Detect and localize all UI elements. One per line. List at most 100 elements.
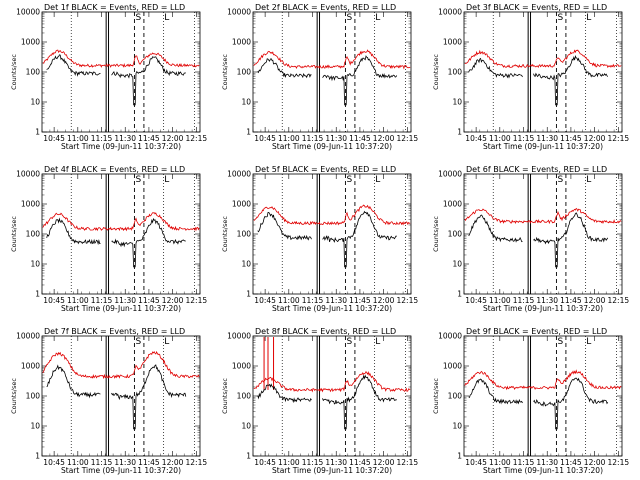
x-axis-label: Start Time (09-Jun-11 10:37:20) bbox=[61, 142, 181, 151]
y-tick-label: 100 bbox=[237, 68, 252, 77]
panel-title: Det 4f BLACK = Events, RED = LLD bbox=[44, 165, 185, 174]
x-axis-label: Start Time (09-Jun-11 10:37:20) bbox=[61, 466, 181, 475]
x-tick-label: 12:15 bbox=[608, 134, 630, 143]
x-tick-label: 11:45 bbox=[138, 458, 160, 467]
x-tick-label: 11:15 bbox=[91, 458, 113, 467]
x-tick-label: 11:45 bbox=[349, 296, 371, 305]
y-tick-label: 1000 bbox=[232, 200, 251, 209]
lld-series-line bbox=[42, 350, 200, 380]
panel-1: Det 1f BLACK = Events, RED = LLD 1 10 100 10… bbox=[10, 3, 207, 151]
marker-label: L bbox=[164, 175, 169, 185]
x-tick-label: 12:15 bbox=[608, 458, 630, 467]
x-axis-label: Start Time (09-Jun-11 10:37:20) bbox=[483, 142, 603, 151]
x-tick-label: 12:00 bbox=[373, 458, 395, 467]
y-tick-label: 1000 bbox=[21, 362, 40, 371]
y-axis-label: Counts/sec bbox=[432, 54, 440, 90]
y-tick-label: 100 bbox=[26, 68, 41, 77]
marker-label: L bbox=[586, 175, 591, 185]
x-tick-label: 11:00 bbox=[67, 134, 89, 143]
x-tick-label: 11:45 bbox=[349, 458, 371, 467]
y-tick-label: 10 bbox=[241, 422, 251, 431]
y-axis-label: Counts/sec bbox=[221, 216, 229, 252]
x-tick-label: 11:30 bbox=[325, 134, 347, 143]
plot-frame bbox=[463, 173, 623, 295]
y-tick-label: 10 bbox=[30, 98, 40, 107]
x-tick-label: 11:30 bbox=[325, 296, 347, 305]
panel-title: Det 9f BLACK = Events, RED = LLD bbox=[466, 327, 607, 336]
y-tick-label: 10000 bbox=[227, 332, 251, 341]
panel-8: Det 8f BLACK = Events, RED = LLD 1 10 100 10… bbox=[221, 327, 418, 475]
y-tick-label: 1000 bbox=[443, 200, 462, 209]
y-tick-label: 10000 bbox=[438, 170, 462, 179]
marker-label: S bbox=[136, 13, 142, 23]
x-tick-label: 10:45 bbox=[43, 458, 65, 467]
events-series-line bbox=[533, 212, 609, 268]
events-series-line bbox=[46, 54, 101, 77]
y-tick-label: 10000 bbox=[438, 8, 462, 17]
y-axis-label: Counts/sec bbox=[10, 378, 18, 414]
y-axis-label: Counts/sec bbox=[221, 378, 229, 414]
x-tick-label: 11:45 bbox=[138, 134, 160, 143]
lld-series-line bbox=[42, 49, 200, 68]
y-tick-label: 100 bbox=[448, 68, 463, 77]
y-tick-label: 1000 bbox=[232, 38, 251, 47]
marker-label: S bbox=[347, 13, 353, 23]
x-tick-label: 11:15 bbox=[302, 134, 324, 143]
events-series-line bbox=[46, 217, 101, 246]
x-tick-label: 12:15 bbox=[186, 134, 208, 143]
y-tick-label: 1 bbox=[457, 290, 462, 299]
events-series-line bbox=[257, 211, 312, 241]
x-tick-label: 10:45 bbox=[254, 458, 276, 467]
marker-label: S bbox=[347, 337, 353, 347]
panel-title: Det 1f BLACK = Events, RED = LLD bbox=[44, 3, 185, 12]
x-tick-label: 10:45 bbox=[254, 134, 276, 143]
x-tick-label: 11:30 bbox=[114, 296, 136, 305]
y-axis-label: Counts/sec bbox=[432, 216, 440, 252]
events-series-line bbox=[111, 364, 187, 430]
y-tick-label: 10000 bbox=[16, 170, 40, 179]
x-tick-label: 11:30 bbox=[536, 458, 558, 467]
x-tick-label: 10:45 bbox=[254, 296, 276, 305]
y-tick-label: 10 bbox=[241, 98, 251, 107]
marker-label: S bbox=[347, 175, 353, 185]
x-tick-label: 11:00 bbox=[489, 134, 511, 143]
events-series-line bbox=[533, 377, 609, 430]
marker-label: L bbox=[375, 175, 380, 185]
x-tick-label: 10:45 bbox=[465, 458, 487, 467]
y-tick-label: 10 bbox=[452, 422, 462, 431]
panel-title: Det 6f BLACK = Events, RED = LLD bbox=[466, 165, 607, 174]
y-tick-label: 1000 bbox=[232, 362, 251, 371]
marker-label: L bbox=[375, 337, 380, 347]
lld-series-line bbox=[464, 369, 622, 391]
x-tick-label: 12:00 bbox=[584, 134, 606, 143]
x-tick-label: 11:30 bbox=[325, 458, 347, 467]
y-tick-label: 1 bbox=[246, 452, 251, 461]
y-tick-label: 1 bbox=[246, 128, 251, 137]
events-series-line bbox=[468, 57, 523, 79]
events-series-line bbox=[322, 210, 397, 268]
x-tick-label: 12:15 bbox=[397, 134, 419, 143]
x-tick-label: 12:15 bbox=[186, 458, 208, 467]
x-tick-label: 11:45 bbox=[138, 296, 160, 305]
x-tick-label: 11:15 bbox=[91, 134, 113, 143]
x-tick-label: 12:00 bbox=[373, 296, 395, 305]
x-tick-label: 10:45 bbox=[43, 134, 65, 143]
plot-frame bbox=[41, 173, 201, 295]
y-tick-label: 100 bbox=[26, 230, 41, 239]
y-tick-label: 10 bbox=[452, 260, 462, 269]
events-series-line bbox=[533, 54, 609, 106]
y-tick-label: 1 bbox=[35, 128, 40, 137]
panel-4: Det 4f BLACK = Events, RED = LLD 1 10 100 10… bbox=[10, 165, 207, 313]
marker-label: S bbox=[136, 337, 142, 347]
x-tick-label: 12:00 bbox=[162, 458, 184, 467]
lld-series-line bbox=[253, 370, 411, 393]
lld-series-line bbox=[42, 212, 200, 232]
x-tick-label: 11:00 bbox=[67, 458, 89, 467]
x-tick-label: 12:00 bbox=[162, 134, 184, 143]
x-tick-label: 11:45 bbox=[560, 458, 582, 467]
y-tick-label: 1000 bbox=[21, 200, 40, 209]
events-series-line bbox=[468, 378, 523, 405]
events-series-line bbox=[322, 374, 397, 430]
x-axis-label: Start Time (09-Jun-11 10:37:20) bbox=[272, 466, 392, 475]
lld-series-line bbox=[464, 207, 622, 225]
